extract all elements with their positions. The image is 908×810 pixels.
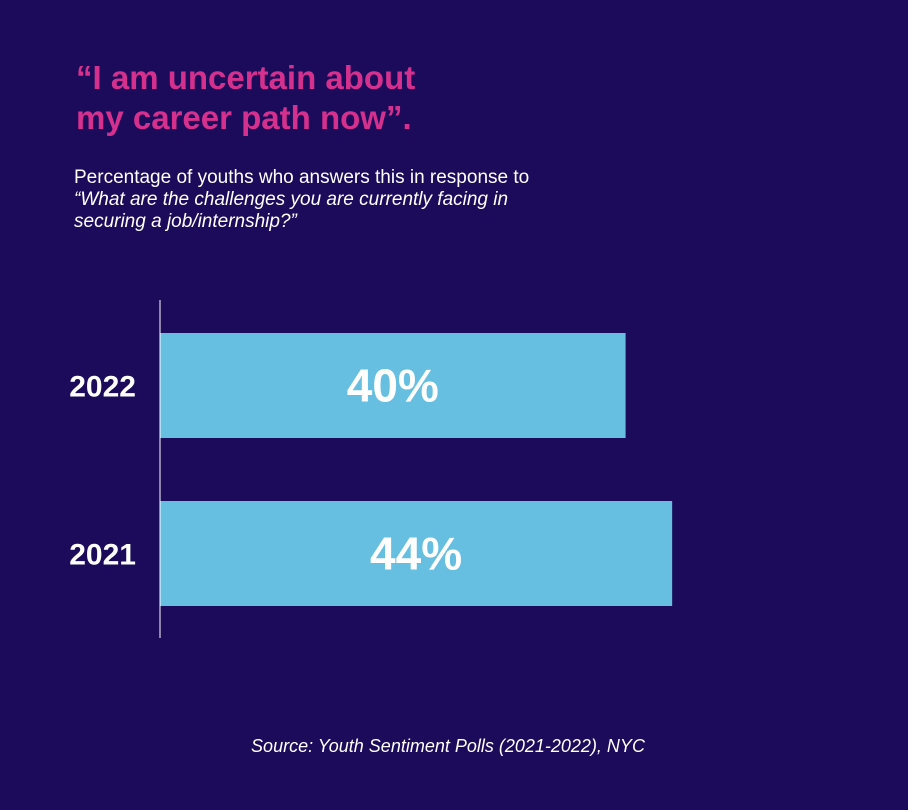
bar-value-label-2021: 44% — [370, 528, 462, 580]
chart-title: “I am uncertain about my career path now… — [76, 58, 415, 138]
bar-2021 — [160, 501, 673, 606]
subtitle-question-line-1: “What are the challenges you are current… — [74, 189, 509, 210]
bar-value-label-2022: 40% — [347, 360, 439, 412]
category-label-2021: 2021 — [69, 539, 136, 572]
chart-subtitle: Percentage of youths who answers this in… — [74, 167, 674, 233]
chart-title-line-1: “I am uncertain about — [76, 59, 416, 96]
chart-title-line-2: my career path now”. — [76, 99, 412, 136]
subtitle-line-1: Percentage of youths who answers this in… — [74, 167, 530, 188]
chart-source: Source: Youth Sentiment Polls (2021-2022… — [251, 736, 645, 756]
subtitle-question-line-2: securing a job/internship?” — [74, 211, 297, 232]
bar-2022 — [160, 333, 626, 438]
category-label-2022: 2022 — [69, 371, 136, 404]
bar-chart: 40% 2022 44% 2021 — [69, 300, 673, 638]
